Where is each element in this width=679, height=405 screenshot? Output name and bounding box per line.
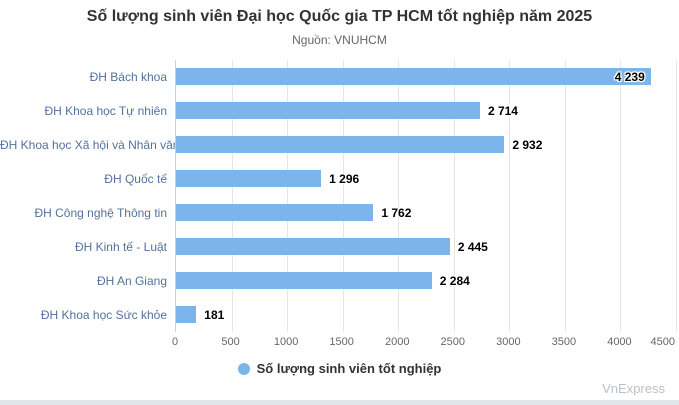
bar-track: 2 284 [175, 264, 679, 298]
value-label: 1 296 [329, 172, 360, 186]
bar[interactable] [176, 102, 480, 119]
bar[interactable] [176, 306, 197, 323]
bar[interactable] [176, 238, 450, 255]
bottom-strip [0, 400, 679, 405]
value-label: 2 714 [487, 104, 518, 118]
bar-track: 1 296 [175, 162, 679, 196]
gridline [564, 60, 566, 332]
x-tick-label: 1500 [329, 336, 354, 348]
bar-track: 1 762 [175, 196, 679, 230]
gridline [509, 60, 511, 332]
bar-row: ĐH Khoa học Sức khỏe 181 [0, 298, 679, 332]
x-tick-label: 3000 [496, 336, 521, 348]
bar-rows: ĐH Bách khoa 4 239 ĐH Khoa học Tự nhiên 2 7… [0, 60, 679, 332]
x-tick-label: 4500 [650, 336, 675, 348]
gridline [342, 60, 344, 332]
bar-row: ĐH An Giang 2 284 [0, 264, 679, 298]
value-label: 2 284 [439, 274, 470, 288]
bar[interactable] [176, 136, 505, 153]
bar[interactable] [176, 272, 432, 289]
chart-title: Số lượng sinh viên Đại học Quốc gia TP H… [86, 8, 593, 25]
gridline [453, 60, 455, 332]
watermark: VnExpress [602, 381, 665, 396]
category-label: ĐH Khoa học Sức khỏe [40, 308, 167, 322]
bar-row: ĐH Khoa học Tự nhiên 2 714 [0, 94, 679, 128]
bar-row: ĐH Quốc tế 1 296 [0, 162, 679, 196]
x-tick-label: 1000 [273, 336, 299, 348]
x-tick-label: 2500 [440, 336, 466, 348]
category-label: ĐH Công nghệ Thông tin [34, 206, 167, 220]
gridline [620, 60, 622, 332]
category-label: ĐH An Giang [96, 274, 167, 288]
bar-track: 2 932 [175, 128, 679, 162]
bar[interactable] [176, 68, 651, 85]
gridline [231, 60, 233, 332]
chart-subtitle: Nguồn: VNUHCM [292, 33, 387, 47]
value-label: 1 762 [381, 206, 412, 220]
x-axis-ticks: 0 500 1000 1500 2000 2500 3000 3500 4000 4500 [171, 336, 675, 350]
value-label: 2 932 [512, 138, 543, 152]
x-tick-label: 3500 [551, 336, 577, 348]
legend-label: Số lượng sinh viên tốt nghiệp [256, 361, 442, 376]
category-label: ĐH Khoa học Xã hội và Nhân văn [0, 138, 175, 152]
bar-row: ĐH Công nghệ Thông tin 1 762 [0, 196, 679, 230]
category-label: ĐH Bách khoa [89, 70, 167, 84]
category-label: ĐH Khoa học Tự nhiên [44, 104, 167, 118]
x-tick-label: 500 [221, 336, 240, 348]
x-tick-label: 4000 [607, 336, 632, 348]
gridline [676, 60, 677, 332]
gridlines [175, 60, 677, 332]
bar-row: ĐH Kinh tế - Luật 2 445 [0, 230, 679, 264]
x-tick-label: 2000 [384, 336, 410, 348]
legend-marker-icon [237, 362, 250, 375]
category-label: ĐH Kinh tế - Luật [74, 240, 167, 254]
bar[interactable] [176, 204, 374, 221]
legend-item[interactable]: Số lượng sinh viên tốt nghiệp [0, 361, 679, 376]
bar-track: 4 239 [175, 60, 679, 94]
value-label: 2 445 [457, 240, 488, 254]
bar-row: ĐH Bách khoa 4 239 [0, 60, 679, 94]
bar-track: 181 [175, 298, 679, 332]
bar-row: ĐH Khoa học Xã hội và Nhân văn 2 932 [0, 128, 679, 162]
gridline [287, 60, 289, 332]
bar-track: 2 714 [175, 94, 679, 128]
gridline [398, 60, 400, 332]
bar-track: 2 445 [175, 230, 679, 264]
x-tick-label: 0 [171, 336, 179, 348]
category-label: ĐH Quốc tế [104, 172, 167, 186]
value-label: 4 239 [614, 70, 645, 84]
plot-area: ĐH Bách khoa 4 239 ĐH Khoa học Tự nhiên 2 7… [0, 60, 679, 332]
value-label: 181 [204, 308, 225, 322]
bar[interactable] [176, 170, 322, 187]
